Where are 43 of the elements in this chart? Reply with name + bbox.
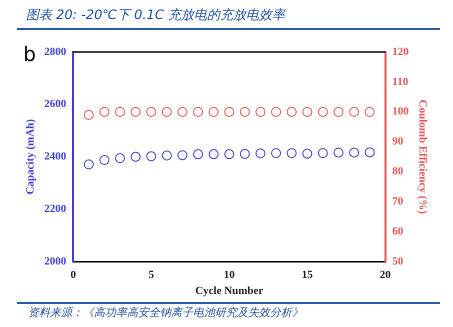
point <box>162 150 172 160</box>
point <box>302 148 312 159</box>
point <box>146 151 156 162</box>
y2-tick-label: 110 <box>392 76 409 88</box>
y-tick-label: 2800 <box>44 46 67 58</box>
text: b <box>23 42 36 66</box>
point <box>255 148 266 158</box>
point <box>318 148 328 158</box>
x-tick-label: 15 <box>302 269 314 282</box>
y2-tick-label: 120 <box>392 46 410 58</box>
point <box>84 159 94 170</box>
y-tick-label: 2200 <box>44 203 67 216</box>
text: 资料来源：《高功率高安全钠离子电池研究及失效分析》 <box>28 305 303 320</box>
point <box>115 153 126 164</box>
y2-tick-label: 100 <box>392 106 410 118</box>
x-tick-label: 10 <box>224 269 236 282</box>
y2-tick-label: 80 <box>392 166 404 178</box>
chart-title: 图表 20: -20℃下 0.1C 充放电的充放电效率 <box>26 7 286 24</box>
point <box>349 148 360 158</box>
y-tick-label: 2600 <box>44 98 67 110</box>
y-tick-label: 2000 <box>44 255 67 268</box>
point <box>224 149 234 160</box>
point <box>271 148 282 158</box>
y2-tick-label: 90 <box>392 136 404 148</box>
point <box>177 150 188 160</box>
point <box>99 154 110 165</box>
y2-tick-label: 70 <box>392 196 404 208</box>
y2-tick-label: 60 <box>392 226 404 238</box>
point <box>130 152 141 162</box>
point <box>364 147 375 158</box>
y-tick-label: 2400 <box>44 150 67 163</box>
point <box>240 148 250 159</box>
x-tick-label: 5 <box>148 269 154 282</box>
y2-tick-label: 50 <box>392 255 404 268</box>
y2-axis-title: Coulomb Efficiency (%) <box>416 100 429 214</box>
point <box>208 149 219 160</box>
point <box>286 148 297 158</box>
x-tick-label: 20 <box>380 269 392 282</box>
x-tick-label: 0 <box>70 269 76 282</box>
y-axis-title: Capacity (mAh) <box>24 118 36 195</box>
point <box>193 149 204 160</box>
x-axis-title: Cycle Number <box>195 285 264 298</box>
point <box>333 148 344 158</box>
